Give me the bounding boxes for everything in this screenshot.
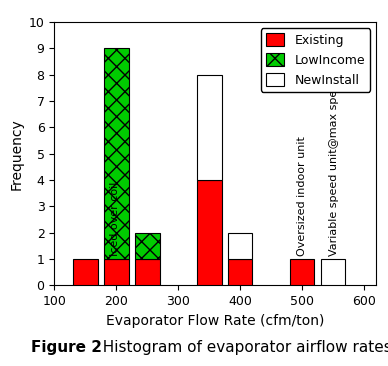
- Bar: [320, 259, 345, 285]
- Bar: [197, 180, 222, 285]
- Bar: [104, 48, 129, 259]
- Text: Figure 2: Figure 2: [31, 340, 102, 355]
- Bar: [73, 259, 98, 285]
- Legend: Existing, LowIncome, NewInstall: Existing, LowIncome, NewInstall: [261, 28, 370, 92]
- X-axis label: Evaporator Flow Rate (cfm/ton): Evaporator Flow Rate (cfm/ton): [106, 314, 324, 328]
- Bar: [135, 233, 159, 259]
- Text: Iced over coil: Iced over coil: [110, 182, 120, 257]
- Text: Oversized indoor unit: Oversized indoor unit: [297, 137, 307, 257]
- Bar: [290, 259, 314, 285]
- Bar: [228, 259, 253, 285]
- Bar: [197, 75, 222, 180]
- Bar: [135, 259, 159, 285]
- Text: Variable speed unit@max speed: Variable speed unit@max speed: [329, 76, 339, 257]
- Bar: [228, 233, 253, 259]
- Bar: [104, 259, 129, 285]
- Y-axis label: Frequency: Frequency: [9, 118, 23, 190]
- Text: Histogram of evaporator airflow rates: Histogram of evaporator airflow rates: [93, 340, 388, 355]
